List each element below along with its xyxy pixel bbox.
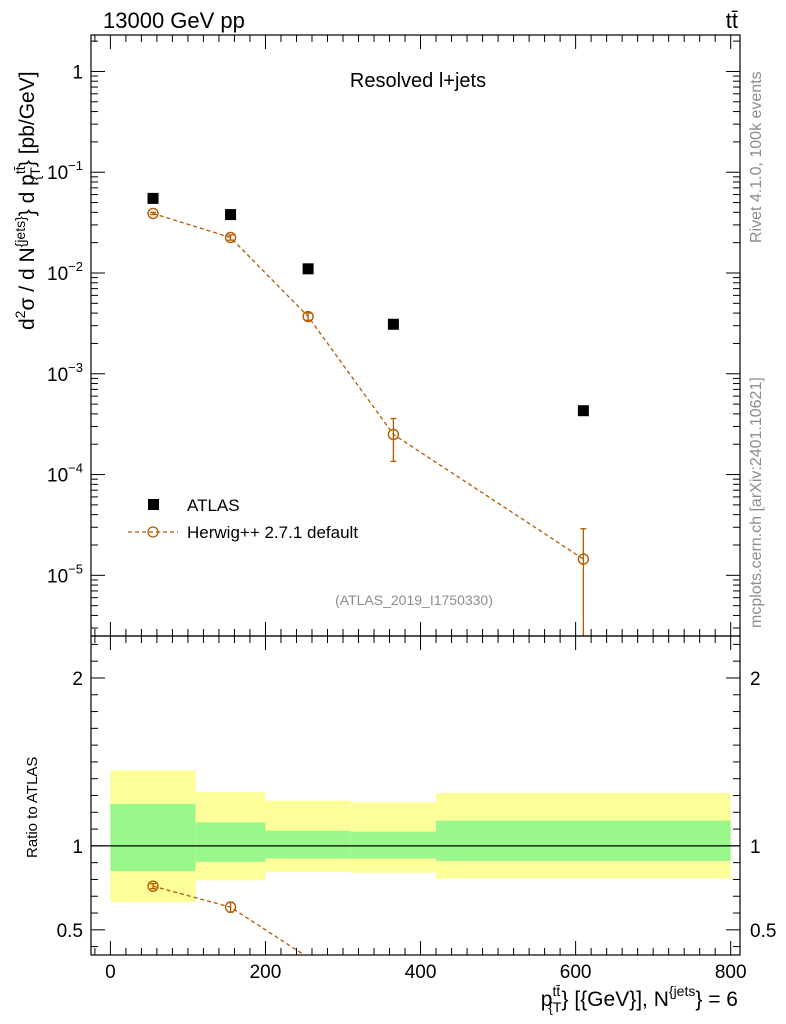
herwig-point (147, 207, 159, 220)
y-tick-label: 10−5 (47, 561, 83, 587)
legend: ATLAS Herwig++ 2.7.1 default (128, 496, 358, 542)
legend-herwig-label: Herwig++ 2.7.1 default (187, 523, 358, 542)
legend-herwig-marker (147, 526, 159, 538)
herwig-point (387, 428, 400, 441)
ratio-frame (90, 635, 741, 956)
ratio-y-tick-label: 0.5 (57, 921, 83, 942)
y-tick-label: 10−4 (47, 461, 83, 487)
main-frame (90, 34, 741, 637)
x-tick-label: 600 (560, 962, 592, 983)
analysis-id: (ATLAS_2019_I1750330) (335, 592, 493, 608)
main-y-axis-label: d2σ / d N{jets}} d ptt̄{T} [pb/GeV] (12, 71, 43, 330)
ratio-herwig-point (224, 901, 237, 913)
ratio-y-axis-label: Ratio to ATLAS (24, 757, 41, 858)
atlas-point (577, 405, 589, 417)
atlas-point (387, 318, 399, 330)
ratio-y-tick-label-right: 0.5 (750, 921, 776, 942)
atlas-point (302, 263, 314, 275)
ratio-band-green (350, 831, 437, 859)
herwig-point (224, 231, 237, 244)
energy-label: 13000 GeV pp (103, 8, 245, 33)
ratio-band-green (265, 830, 351, 859)
rivet-label: Rivet 4.1.0, 100k events (748, 71, 765, 243)
ratio-y-tick-label-right: 2 (750, 669, 761, 690)
x-tick-label: 800 (715, 962, 747, 983)
mcplots-label: mcplots.cern.ch [arXiv:2401.10621] (748, 377, 765, 628)
x-axis-label: ptt̄ {T} [{GeV}], N{jets} = 6 (541, 983, 738, 1015)
y-tick-label: 1 (72, 62, 83, 83)
ratio-band-green (195, 822, 266, 862)
y-tick-label: 10−1 (47, 158, 83, 184)
y-tick-label: 10−2 (47, 259, 83, 285)
atlas-point (147, 192, 159, 204)
plot-title: Resolved l+jets (350, 70, 486, 92)
main-panel: 1 10−1 10−2 10−3 10−4 10−5 Resolved l+jets (A… (12, 34, 741, 637)
ratio-y-tick-label-right: 1 (750, 837, 761, 858)
ratio-band-green (110, 803, 196, 872)
x-tick-label: 200 (250, 962, 282, 983)
x-tick-label: 0 (105, 962, 116, 983)
legend-atlas-marker (148, 499, 159, 510)
ratio-y-tick-label: 2 (72, 669, 83, 690)
atlas-point (225, 209, 237, 221)
ratio-herwig-point (147, 880, 159, 892)
y-tick-label: 10−3 (47, 360, 83, 386)
process-label: tt̄ (726, 8, 738, 33)
x-tick-label: 400 (405, 962, 437, 983)
legend-atlas-label: ATLAS (187, 496, 240, 515)
ratio-band-green (436, 820, 731, 861)
herwig-point (302, 310, 314, 323)
herwig-point (577, 553, 590, 565)
ratio-y-tick-label: 1 (72, 837, 83, 858)
